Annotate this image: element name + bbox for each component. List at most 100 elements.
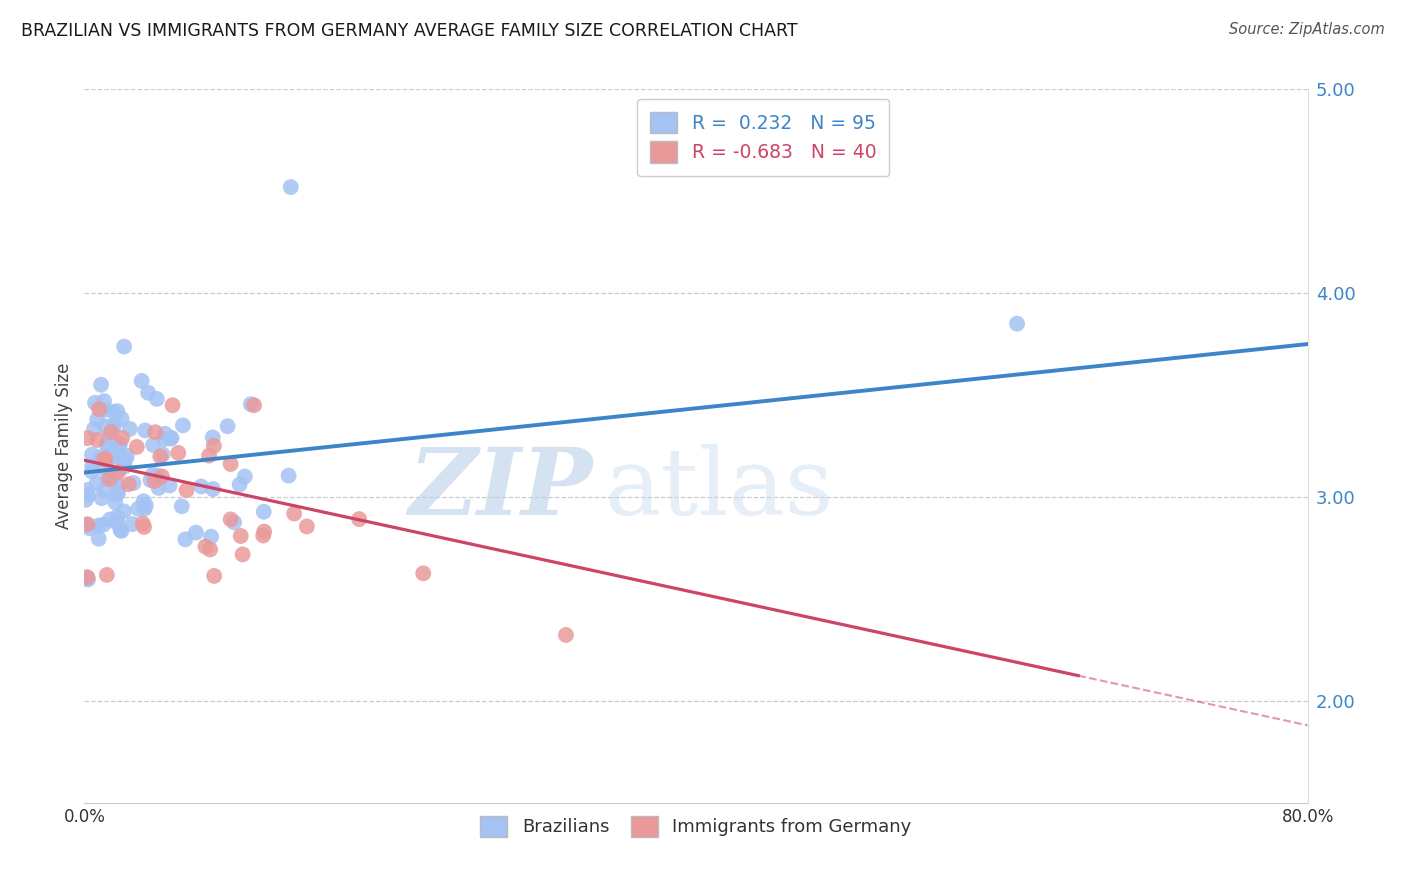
Point	[104, 495, 127, 509]
Point	[96, 437, 118, 451]
Point	[143, 474, 166, 488]
Point	[77, 573, 100, 587]
Point	[159, 432, 181, 446]
Point	[152, 447, 174, 461]
Point	[76, 483, 98, 497]
Point	[145, 468, 167, 483]
Point	[101, 471, 124, 485]
Point	[149, 450, 172, 464]
Point	[110, 523, 132, 537]
Point	[101, 405, 124, 419]
Point	[202, 569, 225, 583]
Point	[135, 498, 157, 512]
Text: ZIP: ZIP	[408, 444, 592, 533]
Point	[198, 449, 221, 463]
Point	[198, 542, 221, 557]
Point	[174, 533, 197, 547]
Text: atlas: atlas	[605, 444, 834, 533]
Point	[97, 471, 120, 485]
Point	[112, 459, 135, 474]
Point	[153, 426, 176, 441]
Point	[82, 458, 104, 473]
Point	[77, 488, 100, 502]
Point	[105, 404, 128, 418]
Point	[76, 517, 98, 532]
Point	[105, 509, 128, 524]
Point	[232, 548, 254, 562]
Point	[94, 419, 117, 434]
Point	[108, 436, 131, 450]
Point	[217, 419, 239, 434]
Y-axis label: Average Family Size: Average Family Size	[55, 363, 73, 529]
Point	[141, 467, 163, 482]
Point	[253, 524, 276, 539]
Point	[90, 491, 112, 506]
Point	[132, 516, 155, 531]
Point	[347, 512, 370, 526]
Point	[80, 465, 103, 479]
Point	[127, 501, 149, 516]
Point	[136, 385, 159, 400]
Point	[277, 468, 299, 483]
Point	[90, 377, 112, 392]
Point	[194, 540, 217, 554]
Point	[101, 421, 124, 435]
Point	[412, 566, 434, 581]
Point	[239, 397, 262, 411]
Point	[184, 525, 207, 540]
Point	[122, 475, 145, 490]
Point	[118, 422, 141, 436]
Point	[160, 431, 183, 445]
Point	[86, 412, 108, 426]
Point	[112, 504, 135, 518]
Point	[228, 477, 250, 491]
Point	[150, 469, 173, 483]
Point	[132, 520, 155, 534]
Point	[93, 517, 115, 532]
Point	[146, 392, 169, 406]
Point	[243, 398, 266, 412]
Point	[107, 479, 129, 493]
Point	[115, 449, 138, 463]
Point	[153, 432, 176, 446]
Point	[93, 402, 115, 417]
Point	[118, 477, 141, 491]
Point	[93, 394, 115, 409]
Point	[97, 441, 120, 455]
Point	[107, 485, 129, 500]
Point	[87, 402, 110, 417]
Point	[110, 524, 132, 538]
Point	[280, 180, 302, 194]
Point	[170, 500, 193, 514]
Point	[108, 440, 131, 454]
Point	[252, 528, 274, 542]
Point	[98, 452, 121, 467]
Point	[224, 516, 246, 530]
Point	[176, 483, 198, 498]
Point	[111, 431, 134, 445]
Point	[86, 476, 108, 491]
Point	[87, 518, 110, 533]
Point	[103, 449, 125, 463]
Point	[75, 518, 97, 533]
Text: BRAZILIAN VS IMMIGRANTS FROM GERMANY AVERAGE FAMILY SIZE CORRELATION CHART: BRAZILIAN VS IMMIGRANTS FROM GERMANY AVE…	[21, 22, 797, 40]
Point	[1005, 317, 1028, 331]
Point	[148, 481, 170, 495]
Point	[229, 529, 252, 543]
Point	[200, 530, 222, 544]
Point	[86, 433, 108, 447]
Legend: Brazilians, Immigrants from Germany: Brazilians, Immigrants from Germany	[472, 808, 920, 844]
Point	[283, 507, 305, 521]
Point	[96, 568, 118, 582]
Point	[93, 451, 115, 466]
Point	[112, 340, 135, 354]
Point	[134, 501, 156, 516]
Point	[219, 457, 242, 471]
Point	[142, 438, 165, 452]
Point	[105, 467, 128, 481]
Text: Source: ZipAtlas.com: Source: ZipAtlas.com	[1229, 22, 1385, 37]
Point	[105, 487, 128, 501]
Point	[76, 570, 98, 584]
Point	[167, 446, 190, 460]
Point	[219, 512, 242, 526]
